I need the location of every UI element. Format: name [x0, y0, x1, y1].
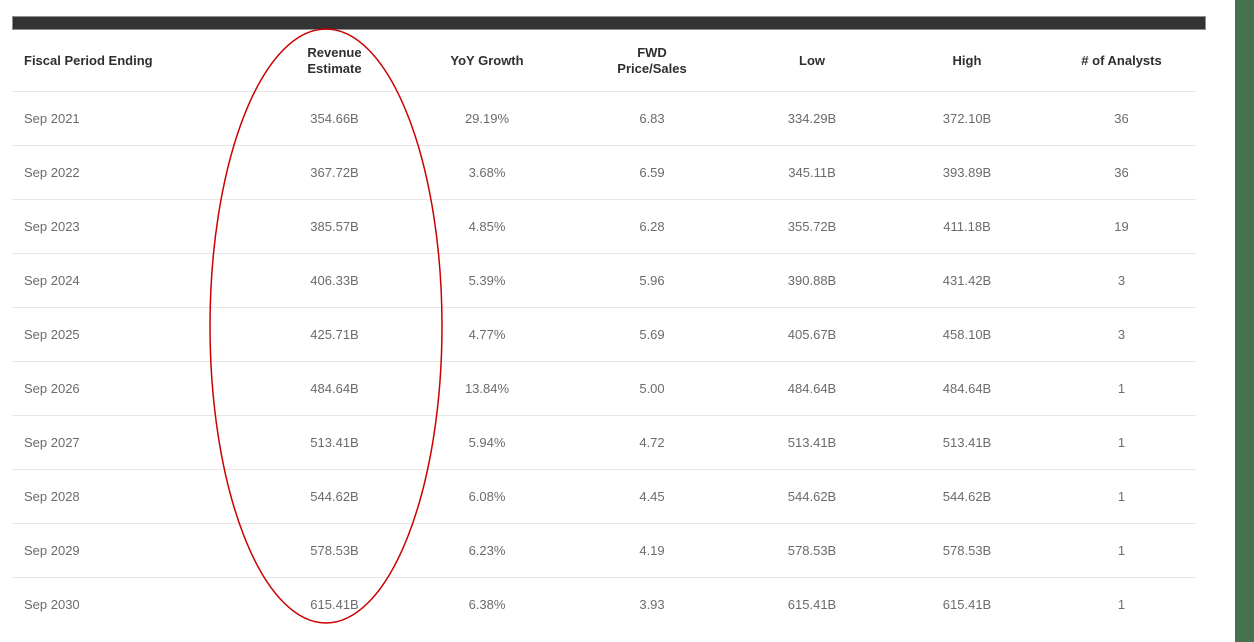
fiscal-period-cell: Sep 2027 — [12, 415, 262, 470]
value-cell: 1 — [1047, 415, 1196, 470]
value-cell: 3 — [1047, 253, 1196, 308]
revenue-estimates-table: Fiscal Period Ending Revenue Estimate YoY G… — [12, 30, 1196, 631]
table-row: Sep 2023 385.57B 4.85% 6.28 355.72B 411.18B 19 — [12, 199, 1196, 254]
value-cell: 578.53B — [262, 523, 407, 578]
value-cell: 6.28 — [567, 199, 737, 254]
table-row: Sep 2025 425.71B 4.77% 5.69 405.67B 458.10B 3 — [12, 307, 1196, 362]
table-row: Sep 2021 354.66B 29.19% 6.83 334.29B 372.10B 3… — [12, 91, 1196, 146]
value-cell: 411.18B — [887, 199, 1047, 254]
value-cell: 19 — [1047, 199, 1196, 254]
value-cell: 6.38% — [468, 597, 506, 612]
fiscal-period-cell: Sep 2028 — [12, 469, 262, 524]
value-cell: 3.68% — [407, 145, 567, 200]
value-cell: 544.62B — [262, 469, 407, 524]
value-cell: 578.53B — [887, 523, 1047, 578]
value-cell: 4.85% — [407, 199, 567, 254]
value-cell: 4.72 — [567, 415, 737, 470]
value-cell: 513.41B — [737, 415, 887, 470]
value-cell: 372.10B — [887, 91, 1047, 146]
column-header: High — [887, 30, 1047, 92]
column-header: YoY Growth — [407, 30, 567, 92]
value-cell: 1 — [1047, 469, 1196, 524]
table-row: Sep 2030 615.41B 6.38% 3.93 615.41B 615.41B 1 — [12, 578, 1196, 632]
value-cell: 36 — [1047, 145, 1196, 200]
value-cell: 484.64B — [887, 361, 1047, 416]
table-row: Sep 2028 544.62B 6.08% 4.45 544.62B 544.62B 1 — [12, 469, 1196, 524]
value-cell: 5.69 — [567, 307, 737, 362]
value-cell: 513.41B — [262, 415, 407, 470]
value-cell: 29.19% — [407, 91, 567, 146]
table-header-row: Fiscal Period Ending Revenue Estimate YoY G… — [12, 30, 1196, 92]
table-body: Sep 2021 354.66B 29.19% 6.83 334.29B 372.10B 3… — [12, 91, 1196, 632]
value-cell: 355.72B — [737, 199, 887, 254]
value-cell: 406.33B — [262, 253, 407, 308]
column-header: # of Analysts — [1047, 30, 1196, 92]
value-cell: 513.41B — [887, 415, 1047, 470]
value-cell: 5.00 — [567, 361, 737, 416]
value-cell: 578.53B — [737, 523, 887, 578]
fiscal-period-cell: Sep 2023 — [12, 199, 262, 254]
value-cell: 458.10B — [887, 307, 1047, 362]
value-cell: 405.67B — [737, 307, 887, 362]
value-cell: 367.72B — [262, 145, 407, 200]
value-cell: 5.96 — [567, 253, 737, 308]
value-cell: 615.41B — [787, 597, 837, 612]
value-cell: 1 — [1047, 523, 1196, 578]
value-cell: 390.88B — [737, 253, 887, 308]
table-row: Sep 2026 484.64B 13.84% 5.00 484.64B 484.64B 1 — [12, 361, 1196, 416]
value-cell: 393.89B — [887, 145, 1047, 200]
value-cell: 6.23% — [407, 523, 567, 578]
value-cell: 5.39% — [407, 253, 567, 308]
value-cell: 484.64B — [262, 361, 407, 416]
fiscal-period-cell: Sep 2025 — [12, 307, 262, 362]
table-row: Sep 2029 578.53B 6.23% 4.19 578.53B 578.53B 1 — [12, 523, 1196, 578]
column-header: Fiscal Period Ending — [12, 30, 262, 92]
table-row: Sep 2022 367.72B 3.68% 6.59 345.11B 393.89B 36 — [12, 145, 1196, 200]
value-cell: 4.45 — [567, 469, 737, 524]
value-cell: 4.19 — [567, 523, 737, 578]
fiscal-period-cell: Sep 2021 — [12, 91, 262, 146]
value-cell: 484.64B — [737, 361, 887, 416]
fiscal-period-cell: Sep 2026 — [12, 361, 262, 416]
fiscal-period-cell: Sep 2022 — [12, 145, 262, 200]
value-cell: 345.11B — [737, 145, 887, 200]
value-cell: 1 — [1047, 361, 1196, 416]
side-stripe — [1235, 0, 1254, 642]
value-cell: 6.83 — [567, 91, 737, 146]
table-header: Fiscal Period Ending Revenue Estimate YoY G… — [12, 30, 1196, 92]
value-cell: 385.57B — [262, 199, 407, 254]
fiscal-period-cell: Sep 2024 — [12, 253, 262, 308]
estimates-table-container: Fiscal Period Ending Revenue Estimate YoY G… — [12, 30, 1196, 631]
value-cell: 6.59 — [567, 145, 737, 200]
column-header: Revenue Estimate — [262, 30, 407, 92]
value-cell: 354.66B — [262, 91, 407, 146]
value-cell: 544.62B — [887, 469, 1047, 524]
value-cell: 425.71B — [262, 307, 407, 362]
value-cell: 6.08% — [407, 469, 567, 524]
value-cell: 36 — [1047, 91, 1196, 146]
value-cell: 615.41B — [310, 597, 359, 612]
value-cell: 5.94% — [407, 415, 567, 470]
value-cell: 13.84% — [407, 361, 567, 416]
column-header: Low — [737, 30, 887, 92]
value-cell: 3 — [1047, 307, 1196, 362]
value-cell: 1 — [1117, 597, 1126, 612]
value-cell: 334.29B — [737, 91, 887, 146]
table-row: Sep 2027 513.41B 5.94% 4.72 513.41B 513.41B 1 — [12, 415, 1196, 470]
value-cell: 4.77% — [407, 307, 567, 362]
table-row: Sep 2024 406.33B 5.39% 5.96 390.88B 431.42B 3 — [12, 253, 1196, 308]
fiscal-period-cell: Sep 2030 — [24, 597, 80, 612]
value-cell: 431.42B — [887, 253, 1047, 308]
column-header: FWD Price/Sales — [567, 30, 737, 92]
value-cell: 615.41B — [942, 597, 992, 612]
value-cell: 544.62B — [737, 469, 887, 524]
top-divider-bar — [12, 16, 1206, 30]
value-cell: 3.93 — [639, 597, 665, 612]
fiscal-period-cell: Sep 2029 — [12, 523, 262, 578]
